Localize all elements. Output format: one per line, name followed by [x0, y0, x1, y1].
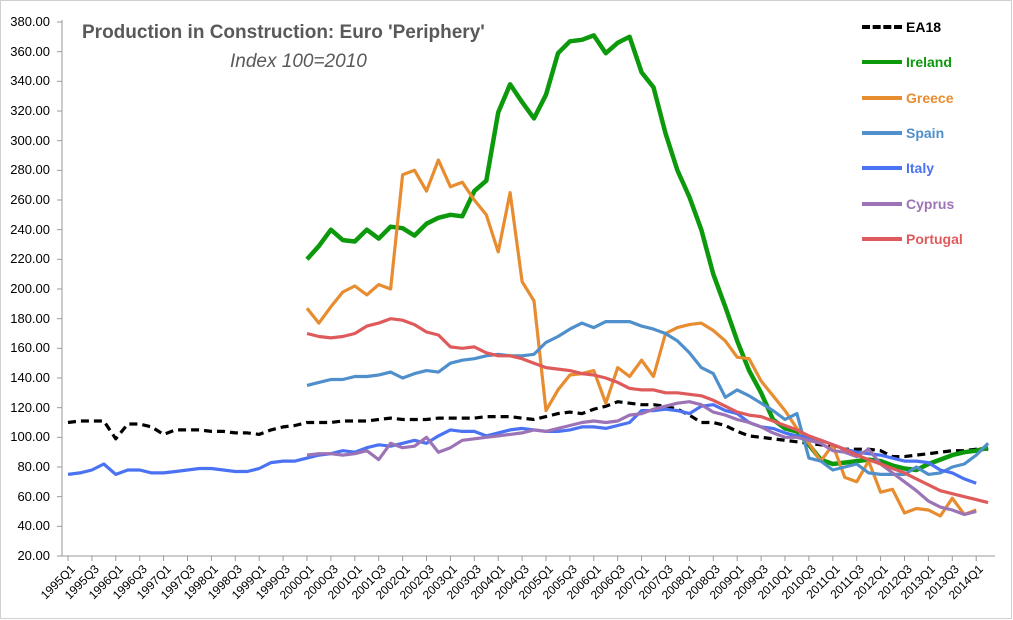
y-tick-label: 60.00 — [17, 488, 50, 504]
legend-swatch — [862, 95, 902, 100]
y-tick-label: 320.00 — [10, 103, 50, 118]
legend-item-ireland: Ireland — [862, 52, 952, 72]
y-tick-label: 300.00 — [10, 132, 50, 148]
legend-swatch — [862, 201, 902, 206]
legend-swatch — [862, 236, 902, 241]
y-tick-label: 280.00 — [10, 162, 50, 178]
legend-swatch — [862, 60, 902, 65]
series-line-spain — [306, 320, 990, 476]
legend-item-italy: Italy — [862, 158, 934, 178]
series-line-cyprus — [306, 400, 977, 517]
legend-label: EA18 — [906, 19, 942, 35]
y-tick-label: 260.00 — [10, 192, 50, 207]
series-line-portugal — [306, 317, 989, 505]
y-tick-label: 40.00 — [17, 518, 50, 534]
legend-item-ea18: EA18 — [862, 17, 941, 37]
chart-title: Production in Construction: Euro 'Periph… — [82, 22, 485, 43]
y-tick-label: 100.00 — [10, 429, 50, 445]
legend-item-greece: Greece — [862, 88, 953, 108]
legend-label: Portugal — [906, 230, 963, 247]
series-line-italy — [67, 403, 977, 485]
legend-swatch — [862, 25, 902, 29]
legend-item-spain: Spain — [862, 123, 944, 143]
y-tick-label: 160.00 — [10, 340, 50, 356]
legend-label: Ireland — [906, 54, 952, 71]
legend-label: Italy — [906, 160, 935, 177]
legend-label: Spain — [906, 124, 945, 141]
y-tick-label: 380.00 — [10, 14, 50, 29]
chart-subtitle: Index 100=2010 — [230, 51, 367, 72]
legend-label: Greece — [906, 89, 954, 106]
y-tick-label: 80.00 — [17, 459, 50, 474]
legend-item-portugal: Portugal — [862, 229, 963, 249]
y-tick-label: 140.00 — [10, 370, 50, 385]
y-tick-label: 340.00 — [10, 73, 50, 89]
y-tick-label: 120.00 — [10, 399, 50, 415]
y-tick-label: 180.00 — [10, 310, 50, 326]
y-tick-label: 240.00 — [10, 221, 50, 237]
legend-item-cyprus: Cyprus — [862, 194, 954, 214]
y-tick-label: 220.00 — [10, 251, 50, 267]
y-tick-label: 360.00 — [10, 43, 50, 59]
y-tick-label: 20.00 — [17, 548, 50, 563]
y-tick-label: 200.00 — [10, 281, 50, 296]
legend-swatch — [862, 130, 902, 135]
legend-label: Cyprus — [906, 195, 955, 212]
legend-swatch — [862, 166, 902, 171]
